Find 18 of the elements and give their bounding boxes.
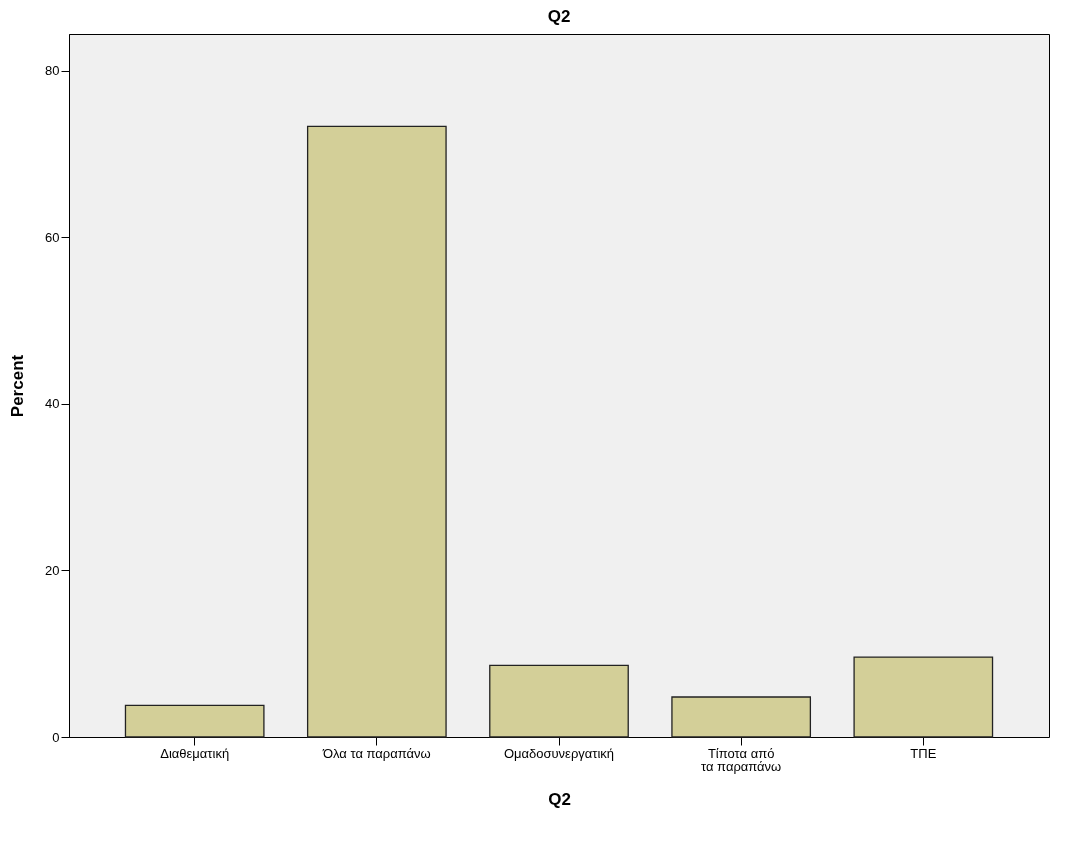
- x-tick-label: ΤΠΕ: [910, 745, 937, 761]
- x-tick-label: Διαθεματική: [160, 745, 230, 761]
- x-axis-title: Q2: [548, 789, 571, 809]
- bar: [124, 704, 265, 738]
- bar: [489, 664, 629, 738]
- x-tick-label: Ομαδοσυνεργατική: [503, 745, 615, 761]
- bar: [671, 696, 812, 738]
- y-tick-label: 20: [45, 562, 60, 578]
- x-tick-label: Όλα τα παραπάνω: [321, 745, 431, 761]
- bar: [853, 656, 994, 738]
- y-tick-label: 60: [45, 229, 60, 245]
- bar: [306, 125, 447, 738]
- y-tick-label: 80: [45, 63, 60, 79]
- y-tick-label: 0: [52, 729, 60, 745]
- chart-title: Q2: [547, 7, 571, 26]
- x-tick-label: Τίποτα από τα παραπάνω: [701, 745, 782, 774]
- y-axis-title: Percent: [8, 354, 28, 418]
- y-tick-label: 40: [45, 396, 60, 412]
